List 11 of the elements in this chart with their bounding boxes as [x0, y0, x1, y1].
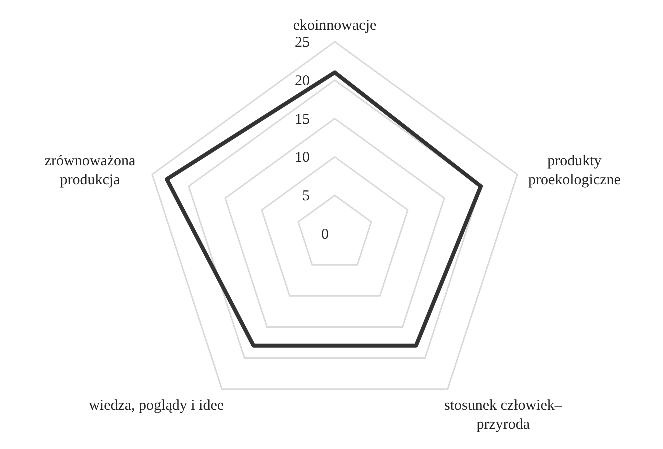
y-tick-label: 20	[295, 73, 310, 90]
y-tick-label: 10	[295, 150, 310, 166]
y-tick-label: 25	[295, 35, 310, 51]
spoke-label: zrównoważona produkcja	[44, 154, 136, 189]
spoke-label: produkty proekologiczne	[528, 154, 622, 189]
y-tick-label: 0	[322, 227, 329, 243]
spoke-label: stosunek człowiek– przyroda	[444, 398, 563, 433]
y-tick-label: 15	[295, 112, 310, 128]
spoke-label: ekoinnowacje	[293, 18, 377, 34]
y-tick-label: 5	[302, 188, 310, 205]
spoke-label: wiedza, poglądy i idee	[89, 398, 224, 414]
